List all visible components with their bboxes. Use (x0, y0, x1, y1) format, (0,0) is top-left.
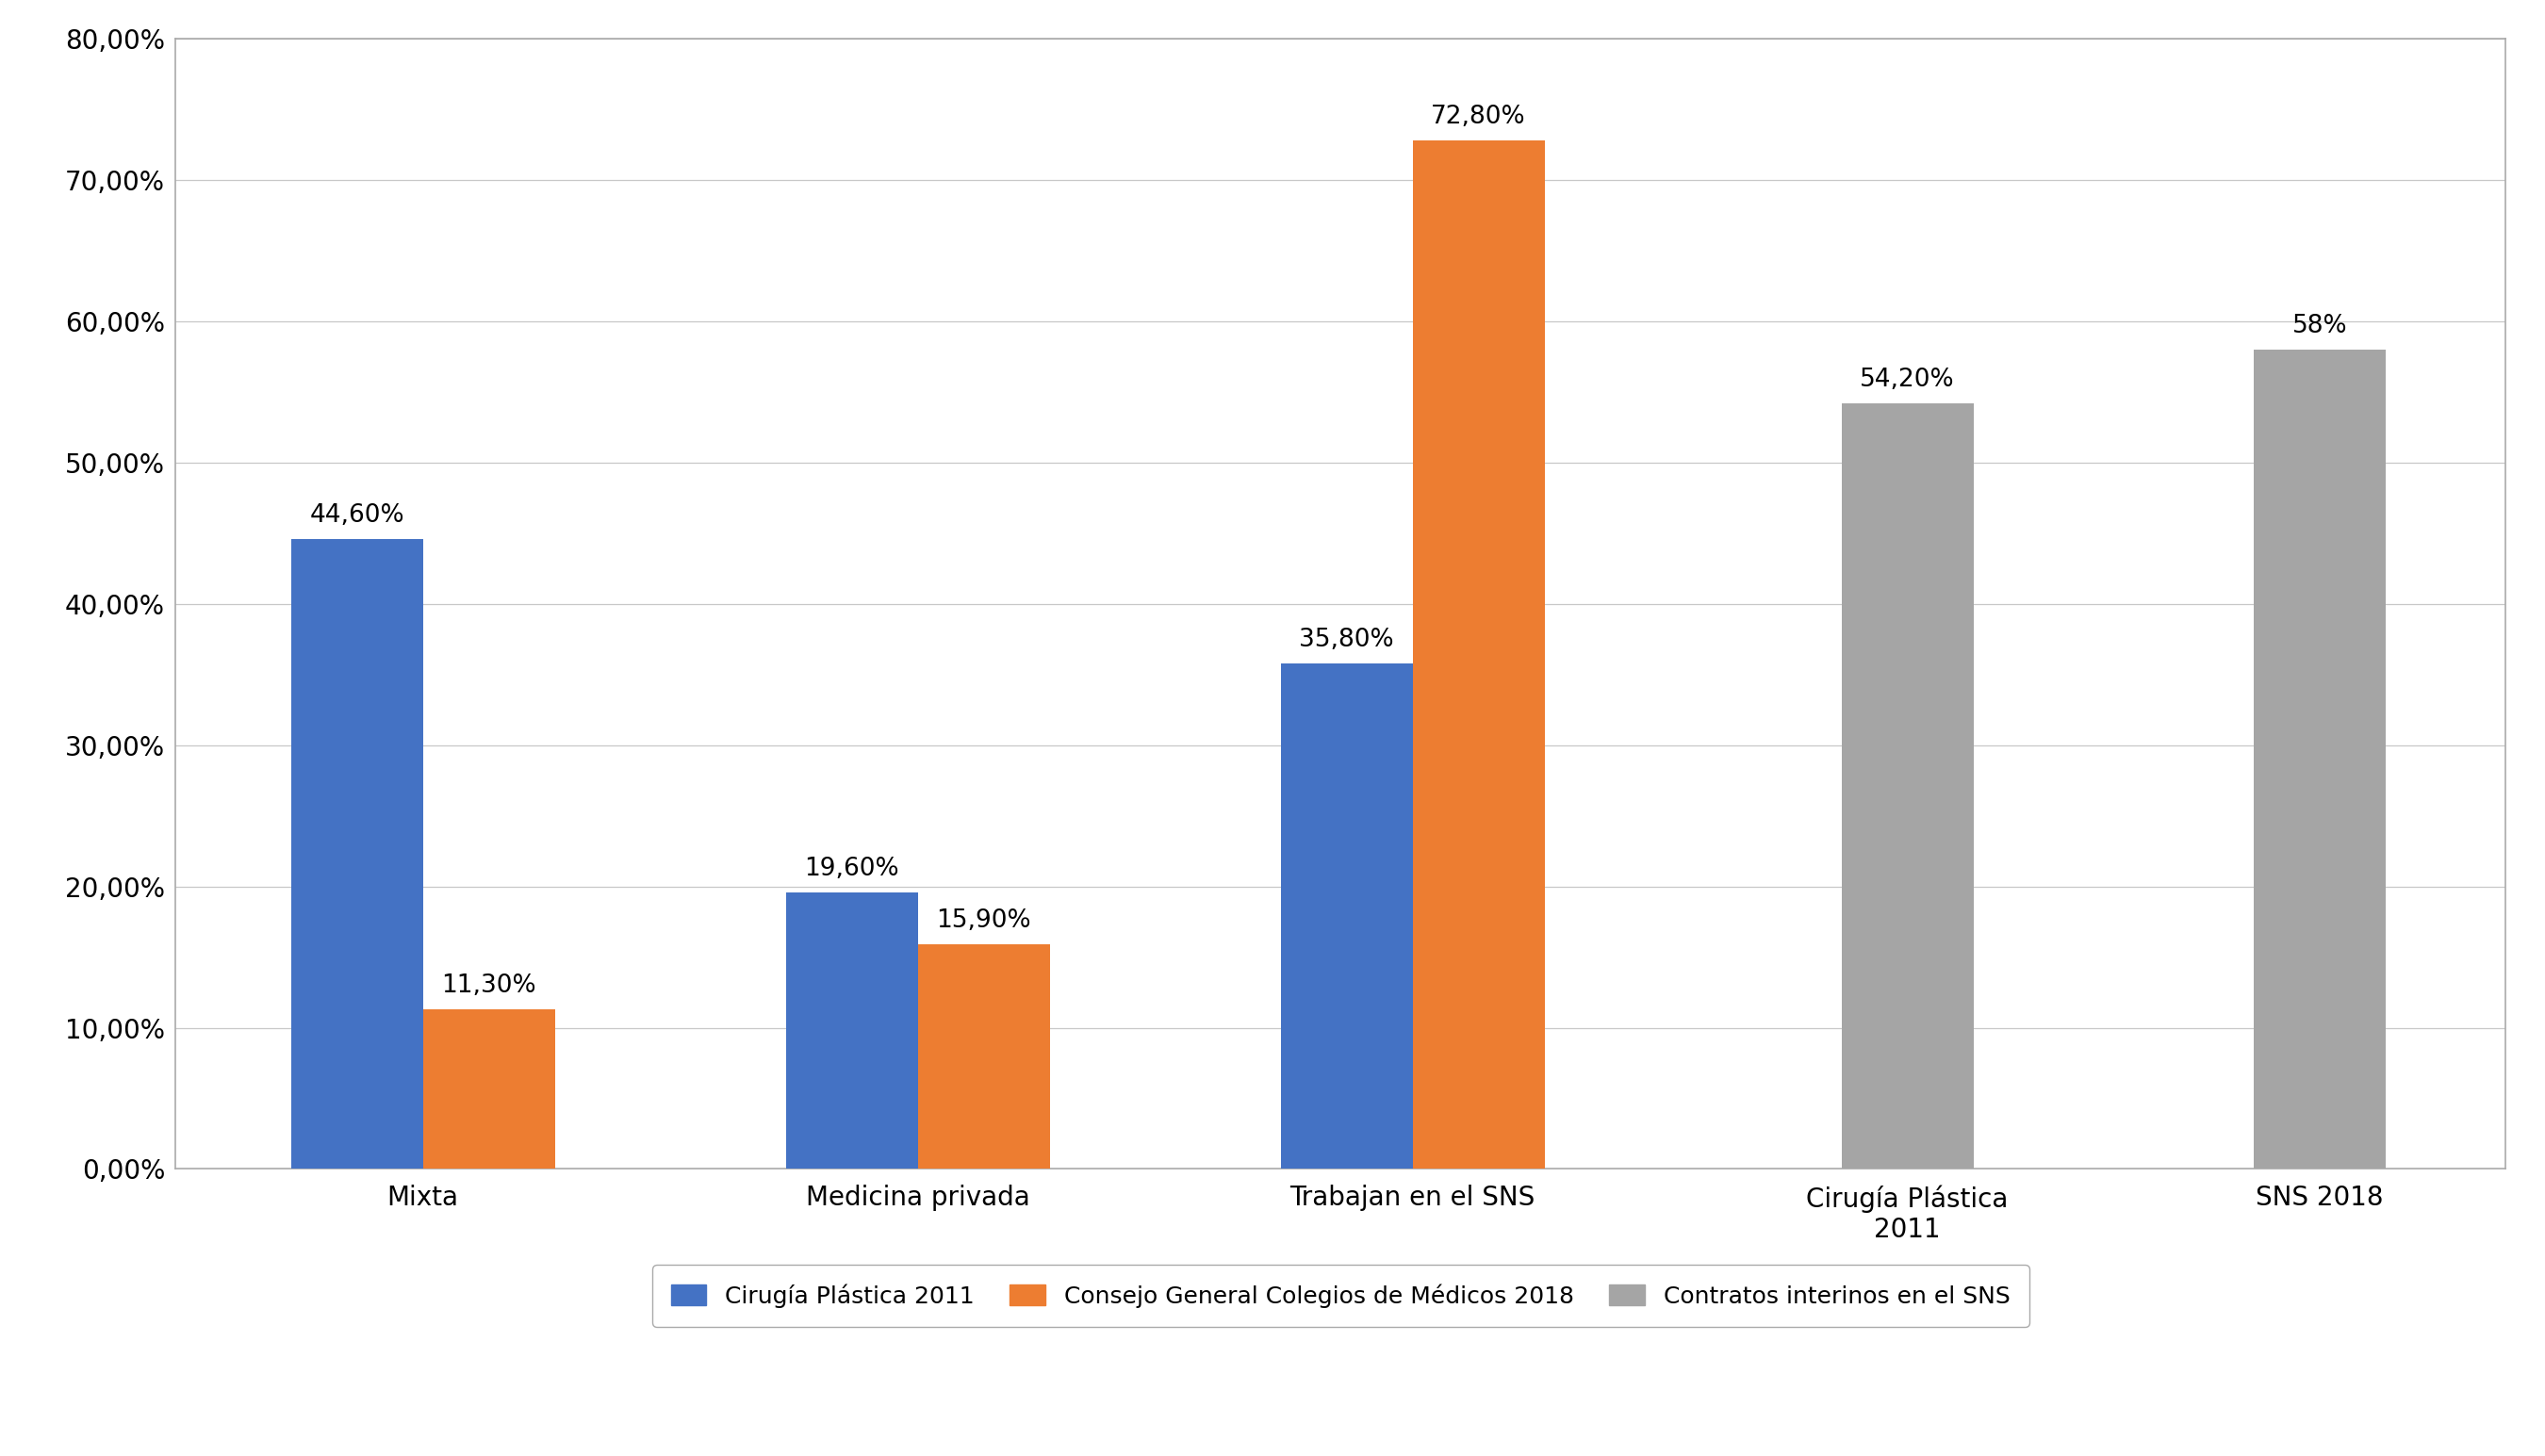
Text: 19,60%: 19,60% (804, 856, 898, 881)
Bar (919, 945, 1049, 1169)
Text: 54,20%: 54,20% (1860, 368, 1955, 392)
Text: 44,60%: 44,60% (310, 504, 405, 527)
Text: 11,30%: 11,30% (440, 974, 537, 999)
Bar (1843, 403, 1972, 1169)
Text: 35,80%: 35,80% (1300, 628, 1395, 652)
Text: 72,80%: 72,80% (1430, 105, 1527, 130)
Bar (2255, 349, 2385, 1169)
Legend: Cirugía Plástica 2011, Consejo General Colegios de Médicos 2018, Contratos inter: Cirugía Plástica 2011, Consejo General C… (652, 1265, 2028, 1326)
Text: 58%: 58% (2293, 314, 2346, 338)
Text: 15,90%: 15,90% (937, 909, 1031, 933)
Bar (786, 893, 919, 1169)
Bar (1280, 664, 1412, 1169)
Bar (290, 539, 422, 1169)
Bar (1412, 141, 1545, 1169)
Bar (422, 1009, 555, 1169)
